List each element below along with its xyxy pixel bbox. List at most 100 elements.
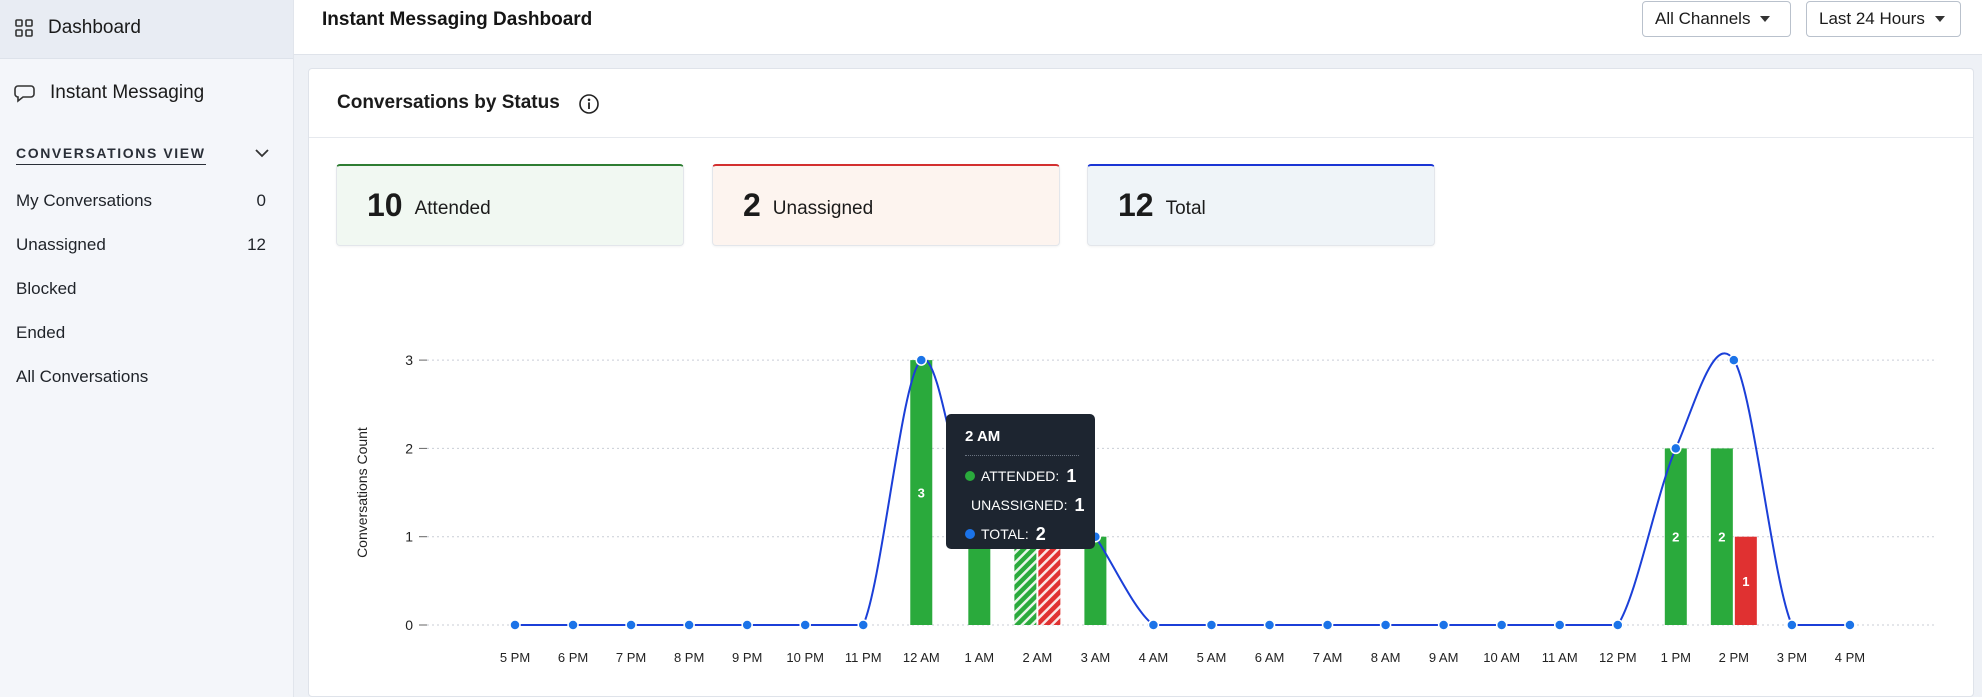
y-tick-label: 1: [405, 529, 413, 545]
x-tick-label: 8 AM: [1371, 650, 1401, 665]
sidebar-item-im-label: Instant Messaging: [50, 82, 205, 103]
attended-bar: [1710, 448, 1733, 625]
total-line: [515, 352, 1850, 626]
total-point: [1321, 619, 1334, 631]
total-point: [1728, 354, 1740, 366]
total-point: [1844, 619, 1856, 631]
x-tick-label: 11 AM: [1542, 650, 1578, 665]
x-tick-label: 12 AM: [903, 650, 940, 665]
x-tick-label: 6 PM: [558, 650, 588, 665]
x-tick-label: 10 AM: [1483, 650, 1520, 665]
attended-bar: [968, 536, 991, 625]
x-tick-label: 2 PM: [1719, 650, 1749, 665]
stat-label: Unassigned: [772, 197, 874, 219]
section-title: CONVERSATIONS VIEW: [16, 145, 206, 165]
sidebar-dashboard-row: [0, 0, 293, 59]
sidebar-item-my-conversations[interactable]: My Conversations 0: [16, 191, 266, 211]
unassigned-bar: [1038, 536, 1061, 625]
sidebar-item-blocked[interactable]: Blocked: [16, 279, 266, 299]
x-tick-label: 3 PM: [1777, 650, 1807, 665]
total-point: [1263, 619, 1276, 631]
total-point: [915, 354, 928, 366]
list-item-label: All Conversations: [16, 367, 149, 386]
x-tick-label: 9 AM: [1429, 650, 1459, 665]
caret-down-icon: [1934, 16, 1945, 22]
x-tick-label: 5 AM: [1197, 650, 1227, 665]
total-dot-icon: [965, 529, 975, 539]
sidebar-item-ended[interactable]: Ended: [16, 323, 266, 343]
channel-select[interactable]: All Channels: [1642, 1, 1791, 37]
sidebar-item-unassigned[interactable]: Unassigned 12: [16, 235, 266, 255]
x-tick-label: 1 AM: [965, 650, 995, 665]
bar-value-label: 2: [1672, 530, 1679, 545]
time-range-value: Last 24 Hours: [1819, 9, 1925, 28]
x-tick-label: 5 PM: [500, 650, 530, 665]
stat-value: 10: [367, 187, 403, 223]
total-point: [799, 619, 811, 631]
card-header: Conversations by Status: [309, 69, 1973, 138]
list-item-label: Blocked: [16, 279, 77, 298]
conversations-by-status-card: Conversations by Status 10 Attended 2 Un…: [308, 68, 1974, 697]
tooltip-label: ATTENDED:: [981, 468, 1060, 484]
stat-label: Attended: [414, 197, 491, 219]
x-tick-label: 7 PM: [616, 650, 646, 665]
page-title: Instant Messaging Dashboard: [322, 9, 593, 30]
bar-value-label: 3: [918, 486, 925, 501]
bar-value-label: 2: [1718, 530, 1725, 545]
total-point: [1379, 619, 1392, 631]
card-title: Conversations by Status: [337, 92, 560, 113]
total-point: [1786, 619, 1798, 631]
stat-attended: 10 Attended: [336, 164, 684, 246]
conversations-chart: 0 1 2 3 Conversations Count 5 PM 6 PM 7 PM 8 PM 9…: [354, 352, 1935, 665]
stat-value: 12: [1118, 187, 1154, 223]
bar-value-label: 1: [1742, 574, 1749, 589]
sidebar-item-dashboard[interactable]: Dashboard: [14, 17, 141, 39]
total-point: [625, 619, 637, 631]
total-point: [1670, 442, 1682, 455]
x-tick-label: 3 AM: [1081, 650, 1111, 665]
channel-select-value: All Channels: [1655, 9, 1751, 28]
time-range-select[interactable]: Last 24 Hours: [1806, 1, 1961, 37]
sidebar-item-all-conversations[interactable]: All Conversations: [16, 367, 266, 387]
y-tick-label: 3: [405, 352, 413, 368]
x-tick-label: 12 PM: [1599, 650, 1637, 665]
tooltip-row-unassigned: UNASSIGNED: 1: [965, 495, 1084, 515]
info-icon[interactable]: [578, 93, 600, 120]
chevron-down-icon[interactable]: [253, 146, 271, 164]
x-tick-label: 8 PM: [674, 650, 704, 665]
x-tick-label: 4 AM: [1139, 650, 1169, 665]
stat-label: Total: [1165, 197, 1206, 219]
tooltip-row-total: TOTAL: 2: [965, 523, 1079, 544]
chat-bubble-icon: [14, 83, 36, 103]
unassigned-bar: [1734, 536, 1757, 625]
x-tick-label: 2 AM: [1023, 650, 1053, 665]
y-tick-label: 2: [405, 440, 413, 456]
total-point: [1437, 619, 1450, 631]
count-badge: 0: [256, 191, 266, 210]
stat-value: 2: [743, 187, 761, 223]
attended-bar: [1084, 536, 1107, 625]
y-tick-label: 0: [405, 617, 413, 633]
total-point: [857, 619, 869, 631]
total-point: [1495, 619, 1508, 631]
sidebar-item-dashboard-label: Dashboard: [48, 17, 141, 38]
list-item-label: Ended: [16, 323, 66, 342]
tooltip-value: 2: [1035, 523, 1046, 544]
x-tick-label: 10 PM: [786, 650, 824, 665]
tooltip-row-attended: ATTENDED: 1: [965, 465, 1079, 486]
caret-down-icon: [1760, 16, 1771, 22]
tooltip-value: 1: [1066, 465, 1077, 486]
total-point: [741, 619, 753, 631]
tooltip-label: UNASSIGNED:: [971, 497, 1068, 513]
total-point: [683, 619, 695, 631]
stat-total: 12 Total: [1087, 164, 1435, 246]
conversations-view-section[interactable]: CONVERSATIONS VIEW: [16, 145, 271, 165]
x-tick-label: 6 AM: [1255, 650, 1285, 665]
total-point: [567, 619, 579, 631]
stat-unassigned: 2 Unassigned: [712, 164, 1060, 246]
sidebar: Dashboard Instant Messaging CONVERSATION…: [0, 0, 294, 697]
tooltip-title: 2 AM: [965, 428, 1079, 456]
sidebar-item-instant-messaging[interactable]: Instant Messaging: [14, 82, 204, 104]
x-tick-label: 1 PM: [1661, 650, 1691, 665]
x-tick-label: 9 PM: [732, 650, 762, 665]
